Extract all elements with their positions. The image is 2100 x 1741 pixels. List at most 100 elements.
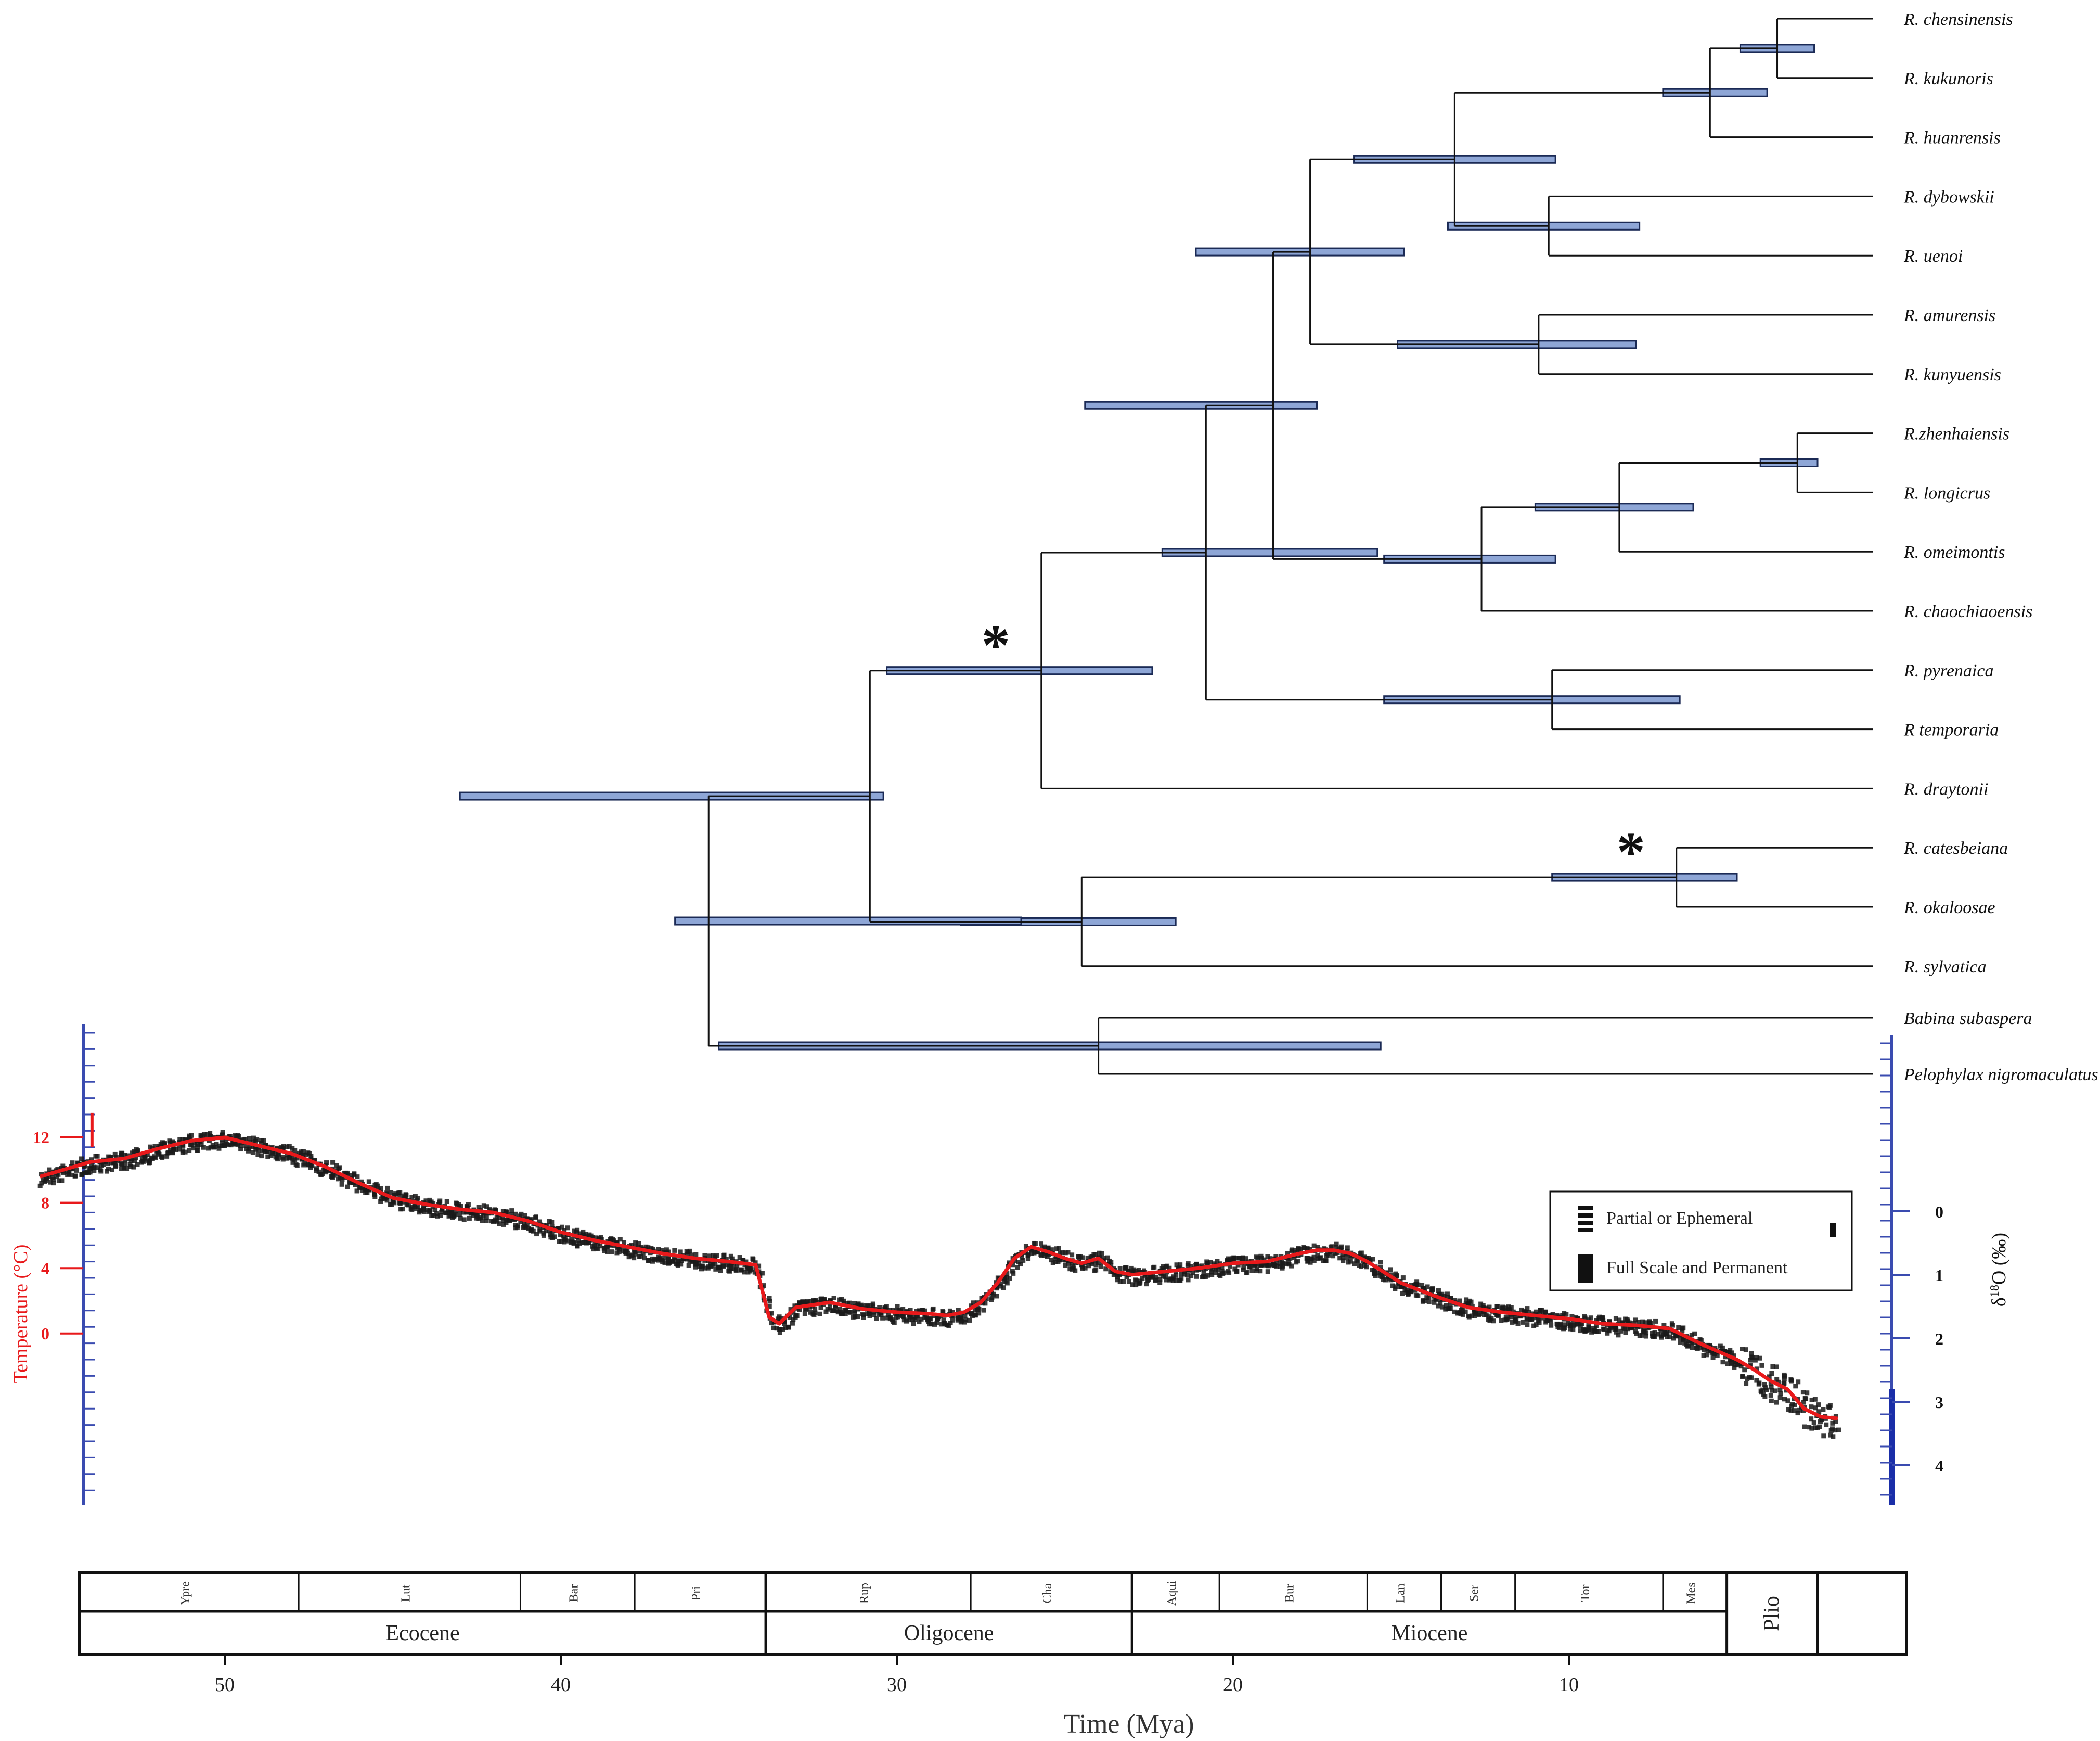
d18o-point (437, 1198, 443, 1204)
tip-label: Pelophylax nigromaculatus (1903, 1065, 2098, 1084)
d18o-point (345, 1184, 350, 1189)
d18o-point (1439, 1304, 1445, 1310)
d18o-point (474, 1213, 480, 1219)
d18o-point (1735, 1362, 1740, 1367)
d18o-point (989, 1297, 994, 1302)
d18o-point (1334, 1241, 1339, 1247)
d18o-point (1063, 1263, 1068, 1268)
d18o-point (1827, 1405, 1833, 1410)
d18o-point (294, 1163, 300, 1168)
d18o-point (1777, 1395, 1783, 1400)
d18o-point (1510, 1320, 1515, 1325)
d18o-point (1007, 1276, 1012, 1281)
d18o-point (132, 1149, 137, 1154)
d18o-point (880, 1315, 885, 1321)
d18o-point (365, 1190, 370, 1195)
d18o-point (275, 1156, 280, 1161)
d18o-point (119, 1150, 124, 1156)
d18o-point (563, 1237, 568, 1243)
d18o-point (1067, 1266, 1073, 1272)
d18o-point (1774, 1364, 1779, 1369)
d18o-point (59, 1166, 64, 1171)
d18o-point (227, 1134, 232, 1139)
d18o-point (626, 1251, 631, 1256)
d18o-point (222, 1143, 227, 1148)
d18o-point (1561, 1326, 1566, 1332)
d18o-point (1348, 1254, 1354, 1260)
d18o-point (595, 1241, 600, 1246)
d18o-point (113, 1164, 118, 1169)
d18o-point (646, 1258, 651, 1263)
d18o-point (450, 1215, 455, 1220)
d18o-point (742, 1270, 747, 1275)
d18o-point (337, 1165, 342, 1170)
d18o-point (670, 1259, 675, 1264)
d18o-point (74, 1168, 79, 1173)
d18o-point (1378, 1265, 1383, 1270)
d18o-point (162, 1141, 167, 1146)
d18o-point (1478, 1301, 1484, 1307)
d18o-point (243, 1143, 249, 1148)
d18o-point (596, 1246, 601, 1251)
d18o-point (1071, 1265, 1076, 1271)
d18o-point (672, 1254, 677, 1260)
d18o-point (1066, 1261, 1072, 1266)
d18o-point (1801, 1407, 1806, 1413)
d18o-point (708, 1261, 713, 1266)
d18o-point (561, 1234, 566, 1239)
d18o-point (111, 1160, 116, 1166)
d18o-point (1258, 1269, 1263, 1274)
d18o-point (778, 1327, 783, 1332)
d18o-point (302, 1160, 307, 1166)
d18o-point (285, 1153, 290, 1158)
d18o-point (1430, 1287, 1435, 1292)
d18o-point (1083, 1265, 1088, 1271)
tip-label: R. longicrus (1903, 483, 1990, 503)
stage-label: Pri (690, 1586, 703, 1601)
time-axis-title: Time (Mya) (1064, 1709, 1194, 1739)
d18o-point (1457, 1298, 1462, 1303)
d18o-point (605, 1249, 610, 1254)
d18o-point (1001, 1285, 1006, 1290)
d18o-point (449, 1208, 454, 1213)
d18o-point (1227, 1270, 1232, 1275)
d18o-point (1617, 1317, 1622, 1323)
d18o-point (593, 1235, 598, 1240)
d18o-point (871, 1312, 877, 1317)
tip-label: R. chensinensis (1903, 10, 2013, 29)
d18o-point (1487, 1318, 1492, 1323)
d18o-point (1448, 1296, 1453, 1301)
d18o-point (581, 1233, 586, 1238)
d18o-point (718, 1268, 723, 1273)
d18o-point (466, 1202, 471, 1207)
d18o-point (935, 1316, 940, 1321)
d18o-point (1388, 1267, 1393, 1272)
d18o-point (1378, 1260, 1383, 1265)
d18o-point (1161, 1274, 1166, 1279)
d18o-point (877, 1305, 882, 1310)
d18o-point (73, 1173, 78, 1179)
d18o-point (702, 1253, 707, 1258)
time-tick-label: 40 (551, 1674, 571, 1696)
d18o-point (1677, 1335, 1682, 1340)
d18o-point (238, 1147, 243, 1152)
d18o-point (1797, 1407, 1802, 1413)
d18o-point (1209, 1270, 1214, 1275)
d18o-point (1578, 1328, 1583, 1334)
d18o-point (201, 1145, 206, 1150)
d18o-point (1557, 1322, 1563, 1327)
d18o-point (1588, 1326, 1593, 1331)
d18o-point (314, 1168, 319, 1173)
d18o-point (697, 1261, 702, 1266)
d18o-point (1759, 1363, 1764, 1368)
d18o-point (1227, 1263, 1232, 1269)
d18o-point (1174, 1273, 1179, 1278)
d18o-point (1133, 1283, 1139, 1288)
d18o-point (1463, 1309, 1468, 1314)
d18o-point (1154, 1274, 1159, 1279)
d18o-point (1362, 1254, 1367, 1260)
d18o-point (1209, 1266, 1215, 1272)
d18o-point (1802, 1424, 1807, 1429)
d18o-point (1785, 1398, 1790, 1403)
d18o-point (767, 1299, 772, 1304)
